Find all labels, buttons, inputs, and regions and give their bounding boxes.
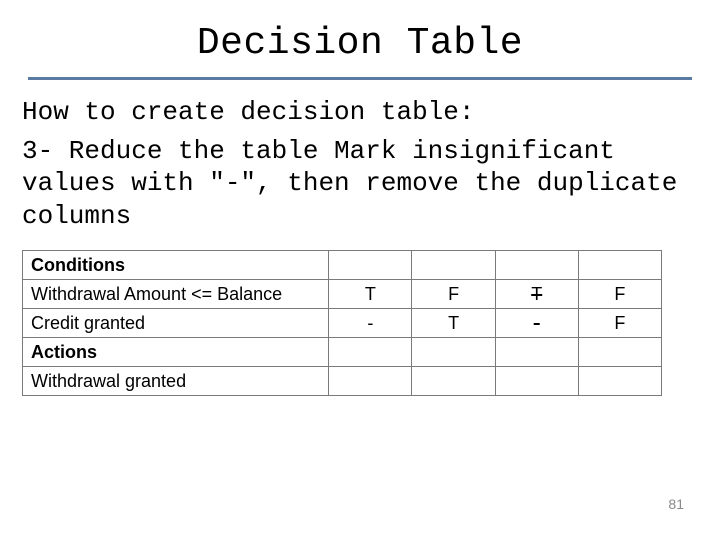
cell [329,338,412,367]
cell [578,338,661,367]
row-label: Credit granted [23,309,329,338]
cell: T [329,280,412,309]
cell [329,367,412,396]
decision-table-wrap: ConditionsWithdrawal Amount <= BalanceTF… [0,238,720,396]
cell: T [495,280,578,309]
table-row: Credit granted-T-F [23,309,662,338]
section-row: Actions [23,338,662,367]
cell [578,251,661,280]
table-row: Withdrawal Amount <= BalanceTFTF [23,280,662,309]
cell: F [578,280,661,309]
cell: - [329,309,412,338]
cell: F [578,309,661,338]
cell [329,251,412,280]
page-number: 81 [668,496,684,512]
section-label: Conditions [23,251,329,280]
step-text: 3- Reduce the table Mark insignificant v… [22,135,698,233]
cell [495,251,578,280]
subtitle-text: How to create decision table: [22,96,698,129]
cell [412,367,495,396]
cell [495,367,578,396]
decision-table: ConditionsWithdrawal Amount <= BalanceTF… [22,250,662,396]
body-text: How to create decision table: 3- Reduce … [0,80,720,232]
cell: F [412,280,495,309]
cell [412,251,495,280]
table-row: Withdrawal granted [23,367,662,396]
cell: T [412,309,495,338]
section-label: Actions [23,338,329,367]
row-label: Withdrawal Amount <= Balance [23,280,329,309]
section-row: Conditions [23,251,662,280]
slide-title: Decision Table [0,0,720,71]
cell [412,338,495,367]
row-label: Withdrawal granted [23,367,329,396]
cell [578,367,661,396]
cell [495,338,578,367]
slide: Decision Table How to create decision ta… [0,0,720,540]
cell: - [495,309,578,338]
